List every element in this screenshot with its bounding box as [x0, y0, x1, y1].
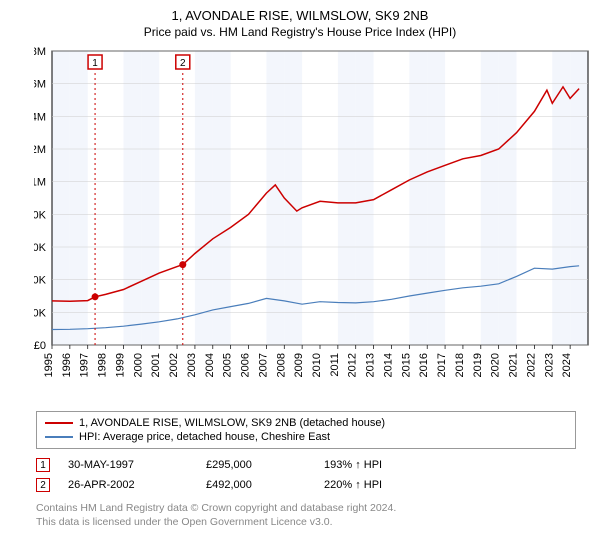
- svg-text:1998: 1998: [97, 353, 109, 377]
- svg-text:2013: 2013: [365, 353, 377, 377]
- svg-text:£800K: £800K: [34, 209, 47, 221]
- svg-text:2001: 2001: [150, 353, 162, 377]
- transactions-table: 1 30-MAY-1997 £295,000 193% ↑ HPI 2 26-APR-20…: [36, 455, 576, 495]
- transaction-price: £492,000: [206, 479, 306, 491]
- svg-text:£1.2M: £1.2M: [34, 144, 46, 156]
- svg-text:2005: 2005: [222, 353, 234, 377]
- legend-row: 1, AVONDALE RISE, WILMSLOW, SK9 2NB (det…: [45, 416, 567, 430]
- price-chart: £0 £200K £400K £600K £800K £1M £1.2M £1.4M £1.6M…: [34, 45, 594, 405]
- svg-text:2000: 2000: [132, 353, 144, 377]
- svg-text:2018: 2018: [454, 353, 466, 377]
- svg-text:1996: 1996: [61, 353, 73, 377]
- svg-text:2009: 2009: [293, 353, 305, 377]
- transaction-date: 30-MAY-1997: [68, 459, 188, 471]
- svg-text:2017: 2017: [436, 353, 448, 377]
- legend-label: 1, AVONDALE RISE, WILMSLOW, SK9 2NB (det…: [79, 417, 385, 429]
- transaction-hpi: 193% ↑ HPI: [324, 459, 444, 471]
- svg-text:2020: 2020: [490, 353, 502, 377]
- svg-text:2014: 2014: [382, 353, 394, 377]
- legend-swatch: [45, 422, 73, 424]
- svg-text:2010: 2010: [311, 353, 323, 377]
- svg-text:2007: 2007: [257, 353, 269, 377]
- svg-text:1997: 1997: [79, 353, 91, 377]
- svg-text:1999: 1999: [114, 353, 126, 377]
- svg-text:2022: 2022: [525, 353, 537, 377]
- svg-text:£1.4M: £1.4M: [34, 111, 46, 123]
- svg-text:2002: 2002: [168, 353, 180, 377]
- legend-swatch: [45, 436, 73, 438]
- legend: 1, AVONDALE RISE, WILMSLOW, SK9 2NB (det…: [36, 411, 576, 449]
- svg-text:1995: 1995: [43, 353, 55, 377]
- svg-text:2015: 2015: [400, 353, 412, 377]
- svg-text:2011: 2011: [329, 353, 341, 377]
- transaction-price: £295,000: [206, 459, 306, 471]
- svg-text:£1.6M: £1.6M: [34, 79, 46, 91]
- footer-line: This data is licensed under the Open Gov…: [36, 515, 576, 529]
- svg-text:£400K: £400K: [34, 275, 47, 287]
- svg-text:2021: 2021: [508, 353, 520, 377]
- svg-text:£200K: £200K: [34, 307, 47, 319]
- svg-text:2003: 2003: [186, 353, 198, 377]
- legend-label: HPI: Average price, detached house, Ches…: [79, 431, 330, 443]
- svg-text:2008: 2008: [275, 353, 287, 377]
- svg-text:£1.8M: £1.8M: [34, 46, 46, 58]
- legend-row: HPI: Average price, detached house, Ches…: [45, 430, 567, 444]
- transaction-hpi: 220% ↑ HPI: [324, 479, 444, 491]
- svg-text:1: 1: [92, 58, 98, 69]
- svg-text:2016: 2016: [418, 353, 430, 377]
- page-title: 1, AVONDALE RISE, WILMSLOW, SK9 2NB: [0, 0, 600, 23]
- svg-text:2006: 2006: [240, 353, 252, 377]
- svg-text:2004: 2004: [204, 353, 216, 377]
- svg-text:£0: £0: [34, 340, 46, 352]
- transaction-marker: 1: [36, 458, 50, 472]
- svg-text:2023: 2023: [543, 353, 555, 377]
- page-subtitle: Price paid vs. HM Land Registry's House …: [0, 23, 600, 45]
- svg-text:2012: 2012: [347, 353, 359, 377]
- transaction-marker: 2: [36, 478, 50, 492]
- svg-text:2024: 2024: [561, 353, 573, 377]
- transaction-date: 26-APR-2002: [68, 479, 188, 491]
- transaction-row: 1 30-MAY-1997 £295,000 193% ↑ HPI: [36, 455, 576, 475]
- transaction-row: 2 26-APR-2002 £492,000 220% ↑ HPI: [36, 475, 576, 495]
- footer-line: Contains HM Land Registry data © Crown c…: [36, 501, 576, 515]
- svg-text:2019: 2019: [472, 353, 484, 377]
- svg-text:£1M: £1M: [34, 177, 46, 189]
- footer-attribution: Contains HM Land Registry data © Crown c…: [36, 501, 576, 529]
- svg-text:£600K: £600K: [34, 242, 47, 254]
- svg-text:2: 2: [180, 58, 186, 69]
